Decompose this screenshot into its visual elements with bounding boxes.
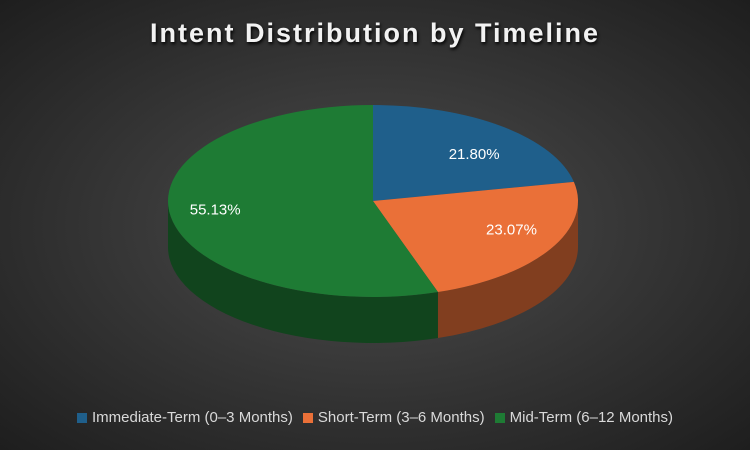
legend-label: Immediate-Term (0–3 Months) — [91, 409, 293, 426]
legend-item: Short-Term (3–6 Months) — [302, 409, 485, 426]
legend-swatch — [302, 412, 313, 423]
legend-item: Immediate-Term (0–3 Months) — [76, 409, 293, 426]
slice — [373, 181, 578, 293]
slice — [167, 105, 438, 298]
legend-item: Mid-Term (6–12 Months) — [494, 409, 674, 426]
chart-title: Intent Distribution by Timeline — [149, 18, 601, 48]
legend-swatch — [494, 412, 505, 423]
legend-label: Short-Term (3–6 Months) — [317, 409, 485, 426]
legend-label: Mid-Term (6–12 Months) — [509, 409, 674, 426]
data-label: 23.07% — [486, 222, 537, 239]
legend: Immediate-Term (0–3 Months) Short-Term (3… — [0, 409, 750, 426]
slice-side — [167, 201, 438, 343]
legend-swatch — [76, 412, 87, 423]
slice-side — [437, 201, 578, 339]
data-label: 21.80% — [449, 146, 500, 163]
data-label: 55.13% — [190, 202, 241, 219]
chart: 21.80% 23.07% 55.13% — [167, 105, 578, 343]
slice — [373, 105, 574, 201]
